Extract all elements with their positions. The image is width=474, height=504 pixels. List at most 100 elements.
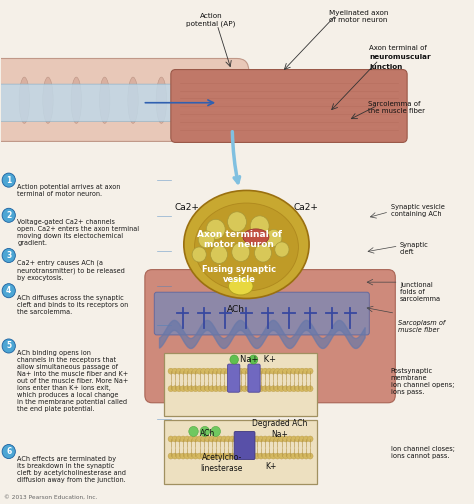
- Text: Voltage-gated Ca2+ channels
open. Ca2+ enters the axon terminal
moving down its : Voltage-gated Ca2+ channels open. Ca2+ e…: [17, 219, 139, 246]
- Circle shape: [254, 386, 260, 392]
- Circle shape: [287, 453, 292, 459]
- Circle shape: [192, 247, 206, 262]
- Circle shape: [242, 436, 247, 442]
- Circle shape: [287, 368, 292, 374]
- Circle shape: [168, 436, 173, 442]
- Circle shape: [254, 368, 260, 374]
- Text: ACh: ACh: [200, 429, 215, 438]
- Circle shape: [242, 453, 247, 459]
- Text: Ion channel closes;
ions cannot pass.: Ion channel closes; ions cannot pass.: [391, 446, 455, 459]
- Circle shape: [172, 436, 178, 442]
- Circle shape: [221, 453, 227, 459]
- Circle shape: [237, 453, 243, 459]
- Circle shape: [221, 368, 227, 374]
- Circle shape: [226, 436, 231, 442]
- Circle shape: [234, 453, 239, 459]
- Circle shape: [198, 231, 214, 248]
- Text: Postsynaptic
membrane
ion channel opens;
ions pass.: Postsynaptic membrane ion channel opens;…: [391, 367, 454, 395]
- Circle shape: [189, 426, 198, 436]
- Circle shape: [291, 453, 297, 459]
- FancyBboxPatch shape: [228, 364, 240, 392]
- Circle shape: [209, 368, 215, 374]
- Circle shape: [176, 453, 182, 459]
- Circle shape: [258, 453, 264, 459]
- Text: neuromuscular: neuromuscular: [369, 54, 431, 60]
- Circle shape: [271, 386, 276, 392]
- Circle shape: [299, 368, 305, 374]
- FancyBboxPatch shape: [0, 58, 249, 142]
- Circle shape: [217, 453, 223, 459]
- Text: ACh: ACh: [227, 305, 245, 314]
- Circle shape: [291, 368, 297, 374]
- Circle shape: [246, 453, 252, 459]
- Circle shape: [192, 386, 198, 392]
- Circle shape: [172, 386, 178, 392]
- Circle shape: [255, 244, 272, 262]
- Circle shape: [234, 386, 239, 392]
- Circle shape: [2, 445, 15, 459]
- Circle shape: [250, 368, 255, 374]
- Circle shape: [2, 248, 15, 263]
- Circle shape: [249, 355, 258, 364]
- Circle shape: [287, 436, 292, 442]
- Circle shape: [226, 368, 231, 374]
- Circle shape: [228, 212, 246, 232]
- Circle shape: [308, 386, 313, 392]
- Circle shape: [246, 386, 252, 392]
- Circle shape: [254, 453, 260, 459]
- Ellipse shape: [184, 77, 195, 123]
- Circle shape: [308, 436, 313, 442]
- FancyBboxPatch shape: [164, 420, 317, 484]
- Circle shape: [192, 436, 198, 442]
- Circle shape: [229, 386, 235, 392]
- Text: Axon terminal of
motor neuron: Axon terminal of motor neuron: [197, 230, 282, 249]
- Circle shape: [201, 453, 207, 459]
- Circle shape: [283, 436, 289, 442]
- Circle shape: [192, 368, 198, 374]
- Circle shape: [200, 426, 210, 436]
- Text: Sarcolemma of
the muscle fiber: Sarcolemma of the muscle fiber: [368, 101, 425, 114]
- Circle shape: [201, 386, 207, 392]
- Circle shape: [262, 368, 268, 374]
- Circle shape: [279, 368, 284, 374]
- Circle shape: [229, 453, 235, 459]
- Circle shape: [189, 386, 194, 392]
- Ellipse shape: [184, 191, 309, 298]
- Circle shape: [229, 436, 235, 442]
- Circle shape: [201, 368, 207, 374]
- Circle shape: [217, 436, 223, 442]
- Circle shape: [192, 453, 198, 459]
- Circle shape: [2, 284, 15, 298]
- Circle shape: [176, 386, 182, 392]
- Circle shape: [299, 386, 305, 392]
- Circle shape: [205, 386, 210, 392]
- Circle shape: [279, 436, 284, 442]
- Text: Na+  K+: Na+ K+: [240, 354, 276, 363]
- Circle shape: [172, 453, 178, 459]
- Text: Action potential arrives at axon
terminal of motor neuron.: Action potential arrives at axon termina…: [17, 184, 120, 197]
- Text: 5: 5: [6, 342, 11, 350]
- Circle shape: [308, 368, 313, 374]
- Circle shape: [184, 368, 190, 374]
- Text: 4: 4: [6, 286, 11, 295]
- Text: Myelinated axon
of motor neuron: Myelinated axon of motor neuron: [329, 10, 389, 23]
- Circle shape: [295, 453, 301, 459]
- Circle shape: [197, 436, 202, 442]
- Circle shape: [266, 453, 272, 459]
- Circle shape: [274, 368, 280, 374]
- Circle shape: [226, 386, 231, 392]
- Circle shape: [303, 368, 309, 374]
- Circle shape: [266, 436, 272, 442]
- Circle shape: [213, 436, 219, 442]
- Circle shape: [205, 368, 210, 374]
- Circle shape: [209, 436, 215, 442]
- Text: Ca2+: Ca2+: [175, 203, 200, 212]
- Circle shape: [172, 368, 178, 374]
- Circle shape: [213, 453, 219, 459]
- Circle shape: [232, 242, 250, 262]
- Text: Synaptic vesicle
containing ACh: Synaptic vesicle containing ACh: [391, 204, 445, 217]
- Circle shape: [299, 436, 305, 442]
- Circle shape: [168, 453, 173, 459]
- Circle shape: [189, 436, 194, 442]
- Circle shape: [197, 368, 202, 374]
